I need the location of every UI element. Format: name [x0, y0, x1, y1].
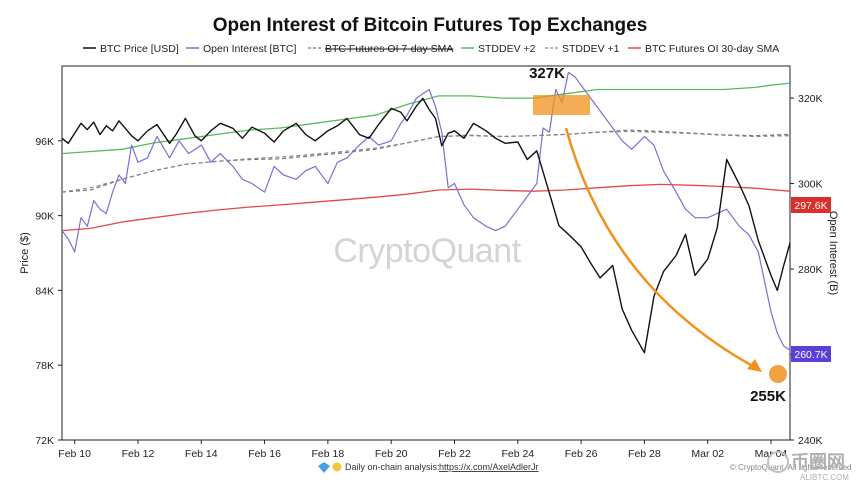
legend-item-btc-price[interactable]: BTC Price [USD]	[83, 43, 179, 55]
oi-low-label: 255K	[750, 388, 786, 405]
legend-label-stddev-2: STDDEV +2	[478, 43, 536, 55]
x-tick-label: Feb 18	[312, 448, 345, 460]
legend-label-oi-30day-sma: BTC Futures OI 30-day SMA	[645, 43, 779, 55]
y-right-tick-label: 240K	[798, 435, 823, 447]
x-tick-label: Feb 20	[375, 448, 408, 460]
footer: Daily on-chain analysis: https://x.com/A…	[318, 462, 539, 473]
badge-oi-bg	[791, 346, 831, 362]
brand-logo-icon	[767, 451, 789, 473]
legend-label-stddev-1: STDDEV +1	[562, 43, 620, 55]
y-right-tick-label: 320K	[798, 93, 823, 105]
plot-frame	[61, 65, 791, 441]
y-right-tick-label: 300K	[798, 179, 823, 191]
x-tick-label: Feb 12	[122, 448, 155, 460]
copyright-text: © CryptoQuant. All rights reserved	[730, 463, 852, 472]
annotation-layer: 327K 255K	[529, 65, 787, 405]
badge-30day-value: 297.6K	[794, 200, 827, 212]
series-line-stddev-2	[61, 82, 791, 155]
y-right-axis-title: Open Interest (B)	[827, 211, 839, 295]
legend-item-stddev-1[interactable]: STDDEV +1	[545, 43, 620, 55]
y-left-tick-label: 90K	[35, 211, 54, 223]
hands-icon	[332, 462, 342, 472]
y-left-axis-title: Price ($)	[19, 232, 31, 274]
x-tick-label: Feb 22	[438, 448, 471, 460]
diamond-icon	[318, 462, 330, 473]
y-left-tick-label: 84K	[35, 285, 54, 297]
x-tick-label: Feb 26	[565, 448, 598, 460]
legend-item-stddev-2[interactable]: STDDEV +2	[461, 43, 536, 55]
legend-item-oi-7day-sma[interactable]: BTC Futures OI 7-day SMA	[308, 43, 453, 55]
x-tick-label: Feb 24	[501, 448, 534, 460]
right-axis: 240K 280K 300K 320K	[790, 93, 823, 447]
y-right-tick-label: 280K	[798, 264, 823, 276]
series-line-stddev-1	[61, 130, 791, 193]
x-tick-label: Feb 28	[628, 448, 661, 460]
x-tick-label: Mar 02	[691, 448, 724, 460]
oi-peak-highlight	[533, 95, 590, 115]
legend-item-oi-30day-sma[interactable]: BTC Futures OI 30-day SMA	[628, 43, 779, 55]
trend-arrow	[564, 127, 761, 372]
oi-low-marker	[769, 365, 787, 383]
badge-oi-value: 260.7K	[794, 349, 827, 361]
footer-text: Daily on-chain analysis:	[345, 462, 440, 472]
legend: BTC Price [USD] Open Interest [BTC] BTC …	[83, 43, 779, 55]
footer-link[interactable]: https://x.com/AxelAdlerJr	[439, 462, 539, 472]
badge-open-interest: 260.7K	[791, 346, 831, 362]
badge-30day-bg	[791, 197, 831, 213]
series-layer	[61, 71, 791, 354]
y-left-tick-label: 78K	[35, 360, 54, 372]
series-line-open-interest-btc	[61, 71, 791, 351]
x-tick-label: Feb 10	[58, 448, 91, 460]
brand-logo-text: 币圈网	[791, 452, 845, 472]
legend-item-open-interest[interactable]: Open Interest [BTC]	[186, 43, 296, 55]
brand-logo-subtext: ALIBTC.COM	[800, 473, 849, 482]
x-axis: Feb 10 Feb 12 Feb 14 Feb 16 Feb 18 Feb 20 Feb …	[58, 440, 788, 460]
trend-arrow-head	[747, 359, 762, 372]
corner-brand: © CryptoQuant. All rights reserved 币圈网 A…	[730, 451, 852, 482]
watermark: CryptoQuant	[333, 232, 521, 270]
x-tick-label: Feb 16	[248, 448, 281, 460]
series-line-btc-futures-oi-7-day-sma	[61, 129, 791, 193]
series-line-btc-futures-oi-30-day-sma	[61, 183, 791, 232]
series-line-btc-price-usd	[61, 97, 791, 354]
x-tick-label: Feb 14	[185, 448, 218, 460]
legend-label-open-interest: Open Interest [BTC]	[203, 43, 296, 55]
legend-label-oi-7day-sma: BTC Futures OI 7-day SMA	[325, 43, 453, 55]
badge-oi-30day-sma: 297.6K	[791, 197, 831, 213]
oi-peak-label: 327K	[529, 65, 565, 82]
y-left-tick-label: 96K	[35, 136, 54, 148]
chart-title: Open Interest of Bitcoin Futures Top Exc…	[213, 15, 648, 36]
legend-label-btc-price: BTC Price [USD]	[100, 43, 179, 55]
left-axis: 72K 78K 84K 90K 96K	[35, 136, 62, 447]
y-left-tick-label: 72K	[35, 435, 54, 447]
